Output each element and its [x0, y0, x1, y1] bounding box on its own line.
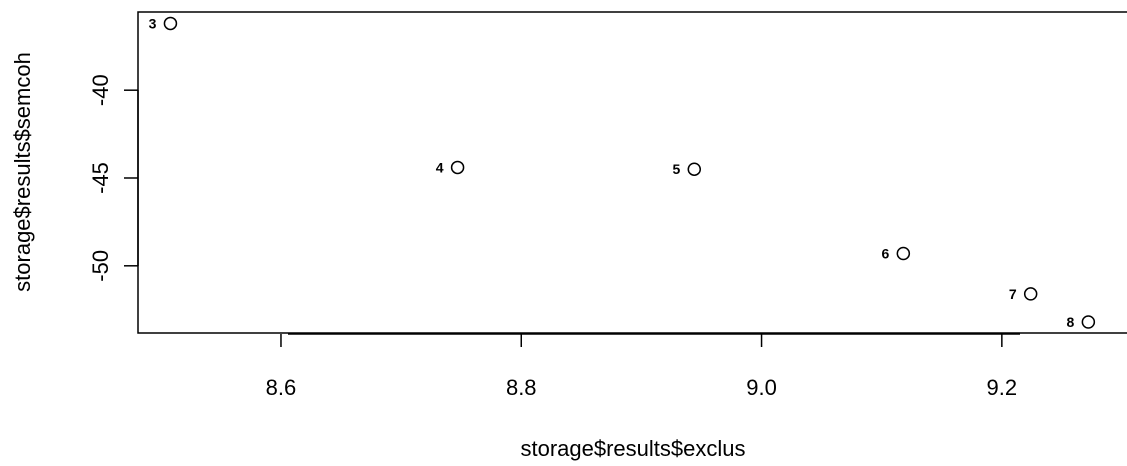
point-label: 7	[1009, 286, 1017, 302]
y-tick-label: -50	[88, 250, 113, 282]
x-tick-label: 8.8	[506, 375, 537, 400]
data-point	[450, 160, 465, 175]
x-tick-label: 8.6	[266, 375, 297, 400]
y-axis-title: storage$results$semcoh	[10, 52, 35, 292]
data-point	[163, 16, 178, 31]
data-point	[687, 162, 702, 176]
point-label: 6	[882, 246, 890, 262]
y-axis: -40 -45 -50	[88, 74, 139, 282]
data-point	[1081, 315, 1096, 329]
point-label: 4	[436, 159, 444, 175]
x-tick-label: 9.0	[746, 375, 777, 400]
data-points: 3 4 5 6 7 8	[149, 15, 1096, 330]
x-tick-label: 9.2	[987, 375, 1018, 400]
y-tick-label: -40	[88, 74, 113, 106]
point-label: 3	[149, 15, 157, 31]
y-tick-label: -45	[88, 162, 113, 194]
x-axis-title: storage$results$exclus	[520, 436, 745, 461]
point-label: 5	[672, 161, 680, 177]
data-point	[1023, 287, 1038, 301]
plot-frame	[137, 11, 1127, 334]
x-axis: 8.6 8.8 9.0 9.2	[266, 333, 1020, 400]
point-label: 8	[1067, 314, 1075, 330]
data-point	[896, 246, 911, 261]
